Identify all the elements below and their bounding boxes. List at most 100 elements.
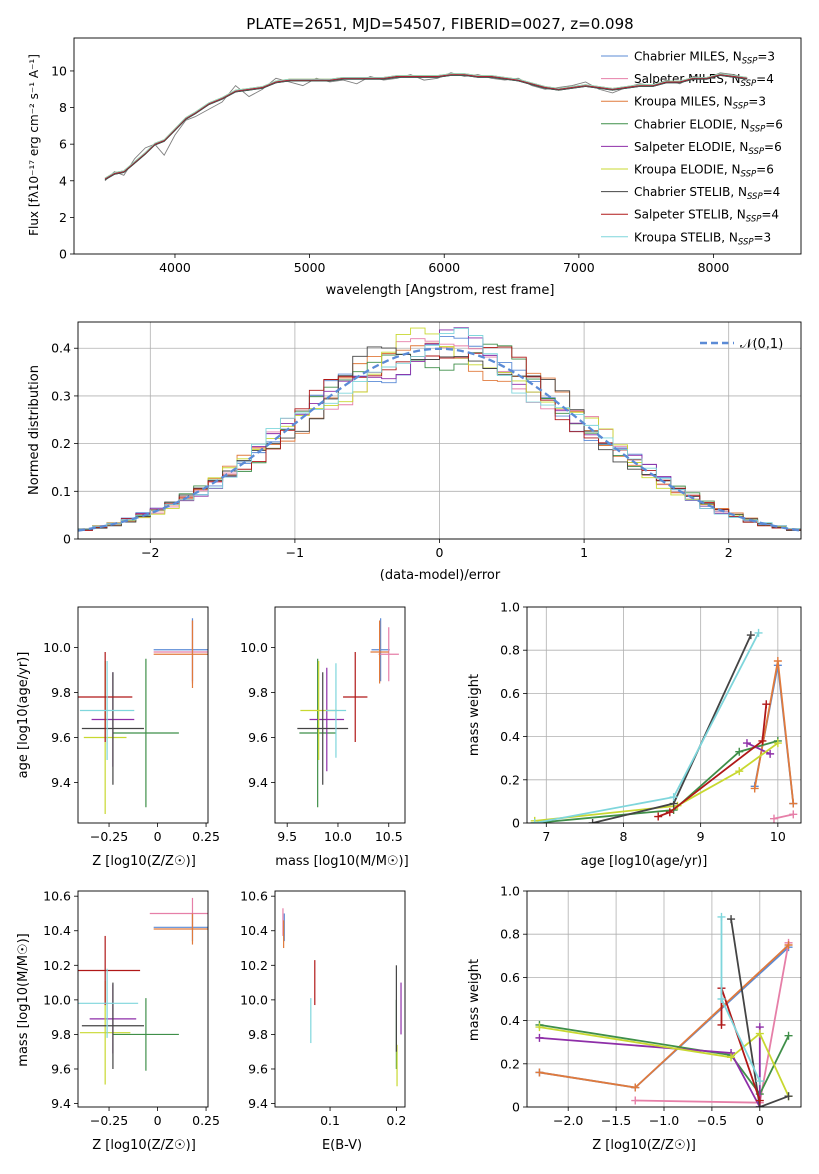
residuals-ticklabel-y: 0.2 (51, 436, 71, 451)
mass-weight-marker (773, 739, 782, 748)
mass-vs-Z-ticklabel-y: 9.4 (51, 1096, 71, 1111)
mass-weight-marker (588, 819, 597, 823)
mass-vs-ebv-plot (282, 908, 402, 1087)
age-vs-mass-ticklabel-x: 9.5 (277, 829, 297, 844)
weight-vs-age-ticklabel-x: 10 (770, 829, 786, 844)
mass-vs-Z-ticklabel-x: 0 (154, 1113, 162, 1128)
mass-vs-Z-axes: −0.25 0 0.25 9.4 9.6 9.8 10.0 10.2 10.4 10.6 (43, 889, 220, 1128)
mass-weight-marker (758, 736, 767, 745)
mass-weight-marker (742, 739, 751, 748)
mass-vs-Z-ylabel: mass [log10(M/M☉)] (16, 933, 31, 1066)
weight-vs-age-ticklabel-y: 1.0 (500, 600, 520, 615)
spectrum-ticklabel-x: 5000 (294, 260, 326, 275)
age-vs-Z-frame (77, 606, 209, 824)
residual-histogram-step (78, 346, 801, 531)
mass-weight-marker (773, 657, 782, 665)
weight-vs-Z-ylabel: mass weight (467, 959, 482, 1041)
mass-vs-Z-ticklabel-x: −0.25 (90, 1113, 128, 1128)
mass-weight-marker (717, 1020, 726, 1029)
mass-weight-marker (789, 810, 798, 819)
spectrum-ticklabel-x: 4000 (159, 260, 191, 275)
mass-weight-line (539, 1027, 761, 1107)
age-vs-Z-ticklabel-y: 9.8 (51, 685, 71, 700)
spectrum-xlabel: wavelength [Angstrom, rest frame] (326, 283, 555, 298)
mass-weight-line (592, 634, 752, 823)
mass-vs-ebv-ticklabel-y: 10.0 (240, 992, 268, 1007)
residuals-frame (77, 321, 802, 540)
residuals-axes: −2 −1 0 1 2 0 0.1 0.2 0.3 0.4 (51, 322, 801, 560)
spectrum-legend-entry: Salpeter ELODIE, NSSP=6 (634, 140, 782, 157)
mass-vs-ebv-ticklabel-y: 9.6 (248, 1061, 268, 1076)
weight-vs-Z-ticklabel-y: 1.0 (500, 884, 520, 899)
mass-weight-marker (784, 1092, 793, 1101)
residual-histogram-step (78, 343, 801, 531)
weight-vs-age-ticklabel-x: 7 (542, 829, 550, 844)
mass-vs-Z-xlabel: Z [log10(Z/Z☉)] (92, 1138, 196, 1153)
age-vs-mass-xlabel: mass [log10(M/M☉)] (275, 854, 408, 869)
age-vs-mass-ticklabel-y: 9.8 (248, 685, 268, 700)
mass-weight-marker (727, 915, 736, 924)
mass-weight-marker (755, 1096, 764, 1105)
mass-weight-marker (766, 749, 775, 758)
spectrum-legend-entry: Salpeter MILES, NSSP=4 (634, 72, 774, 89)
mass-weight-marker (535, 1023, 544, 1032)
age-vs-Z-xlabel: Z [log10(Z/Z☉)] (92, 854, 196, 869)
mass-weight-line (730, 918, 789, 1107)
age-vs-Z-ticklabel-x: 0 (154, 829, 162, 844)
mass-weight-line (773, 813, 794, 820)
age-vs-mass-plot (297, 618, 399, 808)
spectrum-frame (73, 37, 802, 255)
weight-vs-age-ticklabel-x: 8 (620, 829, 628, 844)
spectrum-legend-entry: Chabrier MILES, NSSP=3 (634, 50, 775, 67)
age-vs-mass-ticklabel-y: 9.4 (248, 775, 268, 790)
age-vs-mass-axes: 9.5 10.0 10.5 9.4 9.6 9.8 10.0 (240, 640, 403, 844)
mass-vs-Z-ticklabel-y: 10.2 (43, 958, 71, 973)
age-vs-Z-ticklabel-x: −0.25 (90, 829, 128, 844)
age-vs-mass-ticklabel-x: 10.0 (324, 829, 352, 844)
residuals-ticklabel-y: 0.3 (51, 388, 71, 403)
mass-weight-marker (762, 700, 771, 709)
spectrum-legend-entry: Chabrier ELODIE, NSSP=6 (634, 117, 783, 134)
spectrum-ticklabel-x: 7000 (563, 260, 595, 275)
spectrum-ticklabel-y: 4 (59, 173, 67, 188)
mass-weight-marker (784, 941, 793, 949)
mass-vs-Z-plot (78, 897, 208, 1085)
mass-weight-marker (535, 1033, 544, 1042)
mass-vs-ebv-ticklabel-y: 10.2 (240, 958, 268, 973)
spectrum-legend-entry: Chabrier STELIB, NSSP=4 (634, 185, 780, 202)
weight-vs-age-xlabel: age [log10(age/yr)] (581, 854, 708, 869)
age-vs-Z-plot (78, 618, 208, 814)
mass-vs-Z-ticklabel-x: 0.25 (192, 1113, 220, 1128)
spectrum-ticklabel-y: 2 (59, 210, 67, 225)
mass-weight-marker (789, 799, 798, 808)
weight-vs-Z-plot (535, 912, 793, 1107)
residuals-xlabel: (data-model)/error (380, 568, 501, 583)
mass-weight-marker (717, 995, 726, 1003)
mass-weight-marker (631, 1083, 640, 1092)
mass-weight-marker (717, 912, 726, 921)
normal-reference-curve (78, 347, 801, 532)
mass-vs-Z-ticklabel-y: 10.4 (43, 923, 71, 938)
mass-weight-marker (755, 1029, 764, 1038)
mass-weight-line (720, 987, 761, 1101)
residual-histogram-step (78, 327, 801, 530)
mass-weight-marker (669, 793, 678, 802)
weight-vs-Z-ticklabel-x: −2.0 (553, 1113, 583, 1128)
spectrum-ticklabel-y: 8 (59, 100, 67, 115)
weight-vs-Z-ticklabel-y: 0.4 (500, 1013, 520, 1028)
spectrum-ticklabel-y: 10 (51, 63, 67, 78)
mass-weight-line (539, 1026, 790, 1097)
age-vs-Z-axes: −0.25 0 0.25 9.4 9.6 9.8 10.0 (43, 640, 220, 844)
mass-weight-marker (530, 819, 539, 823)
mass-vs-ebv-ticklabel-x: 0.2 (386, 1113, 406, 1128)
mass-weight-marker (735, 747, 744, 756)
weight-vs-Z-frame (526, 890, 802, 1108)
weight-vs-age-frame (526, 606, 802, 824)
weight-vs-age-ticklabel-x: 9 (697, 829, 705, 844)
age-vs-Z-ticklabel-x: 0.25 (192, 829, 220, 844)
spectrum-ylabel: Flux [fλ10⁻¹⁷ erg cm⁻² s⁻¹ A⁻¹] (27, 54, 41, 236)
residuals-legend-label: 𝒩(0,1) (740, 337, 783, 352)
mass-weight-marker (535, 1068, 544, 1077)
weight-vs-age-ylabel: mass weight (467, 674, 482, 756)
